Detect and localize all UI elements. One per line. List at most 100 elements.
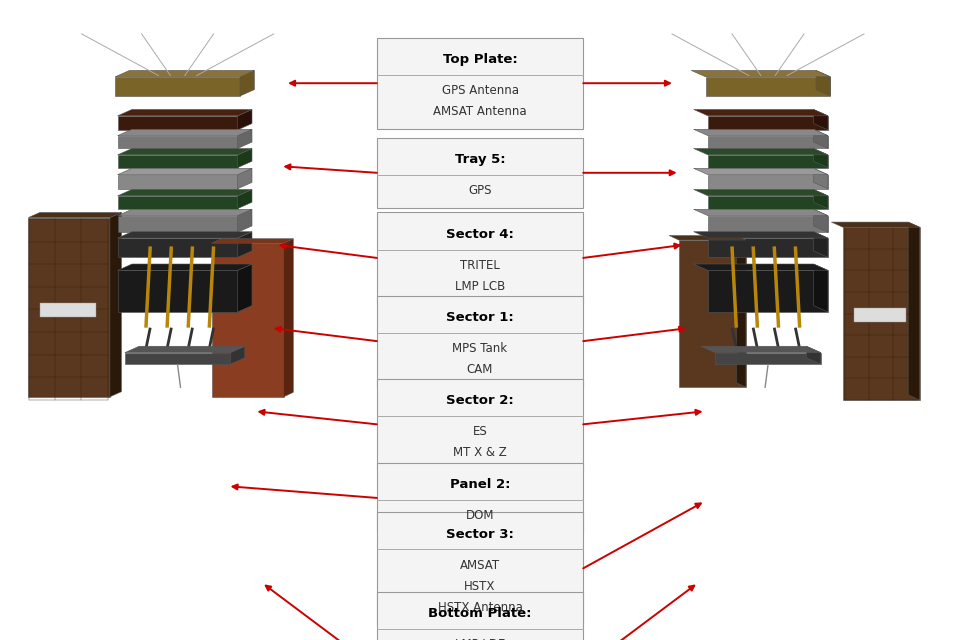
Bar [40, 303, 96, 317]
Polygon shape [693, 209, 828, 216]
Bar [854, 308, 906, 322]
Polygon shape [284, 239, 294, 397]
Bar [117, 155, 238, 168]
Polygon shape [831, 222, 920, 227]
Bar [125, 353, 230, 364]
FancyBboxPatch shape [376, 512, 584, 625]
Polygon shape [814, 129, 828, 148]
Text: AMSAT: AMSAT [460, 559, 500, 572]
Polygon shape [238, 232, 252, 257]
Polygon shape [238, 148, 252, 168]
Text: HSTX Antenna: HSTX Antenna [438, 601, 522, 614]
Bar [715, 353, 821, 364]
Text: Bottom Plate:: Bottom Plate: [428, 607, 532, 620]
Polygon shape [816, 70, 830, 96]
Polygon shape [814, 209, 828, 232]
Bar [708, 270, 828, 312]
Text: MPS Tank: MPS Tank [452, 342, 508, 355]
Polygon shape [117, 168, 252, 175]
Text: TRITEL: TRITEL [460, 259, 500, 272]
Text: LMP LCB: LMP LCB [455, 280, 505, 293]
Bar [117, 270, 238, 312]
Polygon shape [117, 264, 252, 270]
Text: Tray 5:: Tray 5: [455, 153, 505, 166]
Polygon shape [115, 70, 254, 77]
Bar [28, 218, 109, 397]
FancyBboxPatch shape [376, 463, 584, 532]
Polygon shape [240, 70, 254, 96]
Bar [117, 175, 238, 189]
Text: ES: ES [472, 425, 488, 438]
Text: GPS: GPS [468, 184, 492, 197]
Polygon shape [230, 346, 245, 364]
Polygon shape [693, 129, 828, 136]
Text: AMSAT Antenna: AMSAT Antenna [433, 105, 527, 118]
Text: HSTX: HSTX [465, 580, 495, 593]
Bar [211, 243, 284, 397]
Polygon shape [28, 212, 121, 218]
Polygon shape [238, 264, 252, 312]
Bar [708, 238, 828, 257]
Bar [117, 136, 238, 148]
Polygon shape [669, 236, 746, 240]
Polygon shape [814, 148, 828, 168]
Polygon shape [117, 109, 252, 116]
Text: Sector 2:: Sector 2: [446, 394, 514, 407]
Text: Sector 4:: Sector 4: [446, 228, 514, 241]
Polygon shape [814, 189, 828, 209]
Polygon shape [814, 109, 828, 130]
Polygon shape [238, 129, 252, 148]
Polygon shape [117, 232, 252, 238]
Text: DOM: DOM [466, 509, 494, 522]
FancyBboxPatch shape [376, 212, 584, 303]
Bar [708, 175, 828, 189]
Polygon shape [238, 109, 252, 130]
Text: Top Plate:: Top Plate: [443, 53, 517, 66]
Polygon shape [701, 346, 821, 353]
Polygon shape [806, 346, 821, 364]
Text: CAM: CAM [467, 363, 493, 376]
Bar [843, 227, 920, 400]
Text: MT X & Z: MT X & Z [453, 446, 507, 460]
Polygon shape [117, 148, 252, 155]
Polygon shape [814, 168, 828, 189]
Polygon shape [908, 222, 920, 400]
Bar [708, 116, 828, 130]
Polygon shape [693, 148, 828, 155]
Polygon shape [117, 189, 252, 196]
FancyBboxPatch shape [376, 38, 584, 129]
Text: Panel 2:: Panel 2: [449, 478, 511, 492]
Polygon shape [693, 189, 828, 196]
Bar [706, 77, 830, 96]
Polygon shape [693, 168, 828, 175]
Bar [679, 240, 746, 387]
Polygon shape [125, 346, 245, 353]
Bar [708, 136, 828, 148]
FancyBboxPatch shape [376, 591, 584, 640]
Text: GPS Antenna: GPS Antenna [442, 84, 518, 97]
Polygon shape [117, 129, 252, 136]
Bar [708, 155, 828, 168]
Bar [115, 77, 240, 96]
Polygon shape [736, 236, 746, 387]
FancyBboxPatch shape [376, 138, 584, 207]
Polygon shape [238, 189, 252, 209]
FancyBboxPatch shape [376, 379, 584, 470]
Polygon shape [693, 109, 828, 116]
Polygon shape [211, 239, 294, 243]
Bar [117, 196, 238, 209]
Polygon shape [814, 232, 828, 257]
Polygon shape [238, 209, 252, 232]
Bar [117, 238, 238, 257]
Polygon shape [814, 264, 828, 312]
Text: Sector 3:: Sector 3: [446, 527, 514, 541]
Polygon shape [238, 168, 252, 189]
Bar [708, 216, 828, 232]
Bar [708, 196, 828, 209]
Bar [117, 116, 238, 130]
Text: LMP LDE: LMP LDE [455, 638, 505, 640]
Bar [117, 216, 238, 232]
Polygon shape [109, 212, 121, 397]
Polygon shape [693, 264, 828, 270]
Polygon shape [693, 232, 828, 238]
